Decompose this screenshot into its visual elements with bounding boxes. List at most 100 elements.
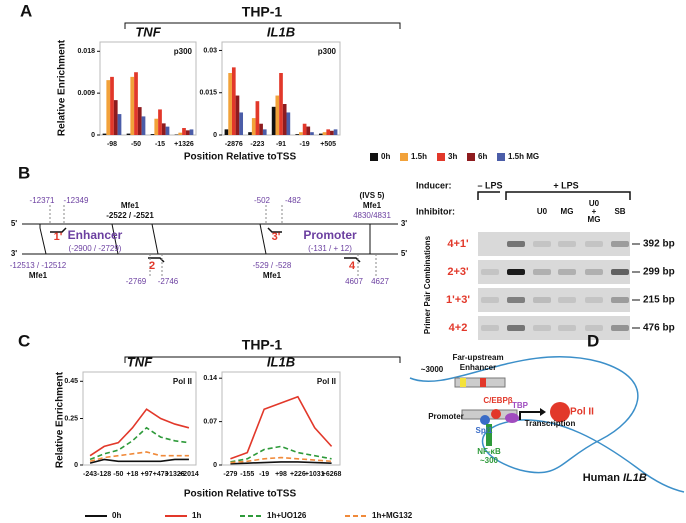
gel-band — [558, 269, 576, 275]
gel-band — [611, 269, 629, 275]
inducer-label: Inducer: — [416, 180, 452, 190]
bar — [275, 95, 280, 135]
inducer: + LPS — [553, 180, 578, 190]
bar — [150, 134, 155, 135]
x-tick-label: -91 — [276, 141, 286, 148]
legend-swatch — [437, 153, 445, 161]
bar — [102, 133, 107, 135]
diagram-label: Promoter — [428, 412, 464, 421]
map-label: -2769 — [126, 277, 147, 286]
legend-swatch — [400, 153, 408, 161]
gel-band — [585, 241, 603, 247]
map-label: -502 — [254, 196, 271, 205]
gel-band — [481, 325, 499, 331]
line — [230, 461, 332, 465]
map-label: Enhancer — [68, 228, 123, 242]
band-size: 392 bp — [643, 239, 675, 250]
map-label: -2746 — [158, 277, 179, 286]
x-tick-label: -19 — [259, 471, 269, 478]
primer-pair: 2+3' — [447, 266, 469, 278]
legend-swatch — [370, 153, 378, 161]
line — [230, 456, 332, 464]
map-label: Mfe1 — [121, 201, 140, 210]
map-label: 4 — [349, 260, 356, 272]
annotation: Pol II — [173, 377, 192, 386]
x-tick-label: +1326 — [174, 141, 194, 148]
map-label: (-2900 / -2729) — [69, 244, 122, 253]
gel-band — [533, 325, 551, 331]
bar — [224, 129, 229, 135]
x-tick-label: +505 — [320, 141, 336, 148]
map-label: Promoter — [303, 228, 357, 242]
gel-band — [533, 269, 551, 275]
x-tick-label: +226 — [290, 471, 306, 478]
diagram-label: IL1B — [623, 472, 647, 484]
bar — [165, 126, 170, 135]
legend-label: 0h — [381, 152, 390, 161]
bar — [126, 133, 131, 135]
map-label: 3' — [272, 231, 281, 243]
y-tick-label: 0.14 — [203, 375, 217, 382]
inhibitor-label: Inhibitor: — [416, 206, 455, 216]
x-tick-label: +6268 — [322, 471, 342, 478]
gel-y-label: Primer Pair Combinations — [423, 235, 432, 334]
bar — [333, 129, 338, 135]
y-tick-label: 0.03 — [203, 47, 217, 54]
legend-label: 1h+UO126 — [267, 511, 307, 520]
plot-frame — [99, 41, 197, 136]
bar — [248, 132, 252, 135]
diagram-label: ~3000 — [421, 365, 444, 374]
bar — [299, 132, 303, 135]
line — [89, 451, 189, 463]
panel-label: D — [587, 331, 599, 350]
bracket — [124, 356, 401, 363]
map-label: Mfe1 — [263, 271, 282, 280]
legend-label: 1h+MG132 — [372, 511, 413, 520]
band-size: 476 bp — [643, 323, 675, 334]
bar — [235, 95, 240, 135]
bar — [117, 114, 122, 135]
gel-lane — [478, 288, 630, 312]
x-tick-label: -98 — [107, 141, 117, 148]
y-tick-label: 0.07 — [203, 418, 217, 425]
bar — [262, 129, 267, 135]
bar — [322, 132, 327, 135]
x-tick-label: -155 — [240, 471, 254, 478]
bar — [318, 133, 323, 135]
bar — [326, 129, 331, 135]
y-tick-label: 0 — [213, 462, 217, 469]
chart-title: IL1B — [267, 354, 295, 369]
x-tick-label: -15 — [155, 141, 165, 148]
group-title: THP-1 — [242, 4, 283, 20]
annotation: p300 — [174, 47, 193, 56]
y-tick-label: 0.015 — [199, 90, 217, 97]
inhibitor: MG — [561, 207, 574, 216]
chart-title: IL1B — [267, 24, 295, 39]
gel-band — [533, 241, 551, 247]
map-label: 4627 — [371, 277, 389, 286]
map-label: -482 — [285, 196, 302, 205]
x-tick-label: -19 — [300, 141, 310, 148]
legend-label: 1h — [192, 511, 201, 520]
line — [89, 458, 189, 464]
bar — [154, 118, 159, 135]
gel-band — [611, 325, 629, 331]
diagram-label: Enhancer — [460, 363, 496, 372]
gel-band — [558, 297, 576, 303]
x-tick-label: +473 — [153, 471, 169, 478]
panel-label: A — [20, 1, 32, 20]
bar — [255, 101, 260, 135]
bar — [161, 123, 166, 135]
diagram-label: C/EBPβ — [483, 396, 512, 405]
diagram-label: Spi1 — [476, 426, 493, 435]
x-tick-label: +18 — [127, 471, 139, 478]
bar — [182, 128, 186, 135]
x-axis-label: Position Relative toTSS — [184, 152, 297, 163]
bar — [178, 132, 183, 135]
line — [230, 445, 332, 463]
legend-label: 0h — [112, 511, 121, 520]
diagram-label: ~300 — [480, 456, 499, 465]
y-tick-label: 0 — [213, 132, 217, 139]
map-label: 1' — [54, 231, 63, 243]
y-tick-label: 0.25 — [64, 415, 78, 422]
